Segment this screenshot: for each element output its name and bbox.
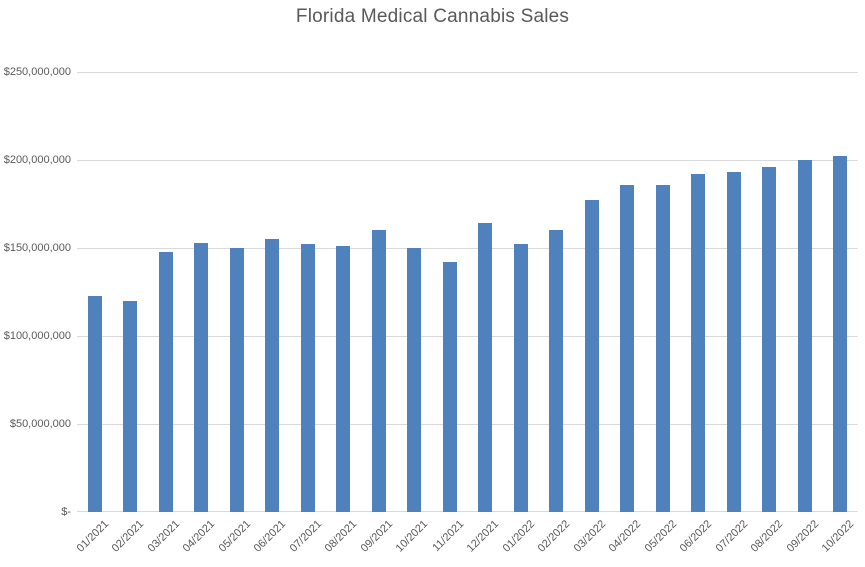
y-axis-tick-label: $150,000,000 [3,242,71,254]
bar [584,200,599,512]
x-axis-tick-label: 04/2022 [607,518,644,555]
x-axis-tick-label: 01/2022 [500,518,538,555]
x-axis-tick-label: 06/2021 [252,518,289,555]
x-axis-tick-label: 11/2021 [430,518,467,555]
bar [265,239,280,512]
x-axis-tick-label: 07/2022 [713,518,751,555]
x-axis-line [77,511,858,512]
bar [655,184,670,512]
x-axis-tick-label: 06/2022 [678,518,715,555]
bar [620,184,635,512]
x-axis-tick-label: 03/2022 [571,518,609,555]
chart-title: Florida Medical Cannabis Sales [295,6,570,27]
x-axis-tick-label: 05/2022 [642,518,680,555]
bar [336,246,351,512]
bar [123,300,138,512]
bar [833,156,848,512]
x-axis-tick-label: 01/2021 [74,518,112,555]
bar [87,295,102,512]
gridline [77,72,858,73]
gridline [77,248,858,249]
x-axis-tick-label: 02/2021 [110,518,147,555]
y-axis-tick-label: $- [61,506,71,518]
plot-area [77,72,858,512]
x-axis-tick-label: 12/2021 [465,518,502,555]
x-axis-tick-label: 08/2021 [323,518,360,555]
bar [513,244,528,512]
x-axis-tick-label: 10/2022 [820,518,857,555]
x-axis-tick-label: 02/2022 [536,518,573,555]
x-axis-tick-label: 08/2022 [749,518,786,555]
bar [229,248,244,512]
bar [549,230,564,512]
bar [726,172,741,512]
x-axis-tick-label: 04/2021 [181,518,218,555]
x-axis-tick-label: 03/2021 [145,518,183,555]
bar [762,167,777,512]
bar [194,242,209,512]
y-axis-tick-label: $250,000,000 [3,66,71,78]
x-axis-tick-label: 09/2022 [784,518,822,555]
gridline [77,424,858,425]
bar [691,174,706,512]
y-axis-tick-label: $100,000,000 [3,330,71,342]
bar [478,223,493,512]
bar [442,262,457,512]
x-axis-tick-label: 05/2021 [216,518,254,555]
x-axis-tick-label: 10/2021 [394,518,431,555]
gridline [77,160,858,161]
bar [300,244,315,512]
bar [407,248,422,512]
gridline [77,336,858,337]
bar [158,251,173,512]
bar [371,230,386,512]
x-axis-tick-label: 07/2021 [287,518,325,555]
bar [797,160,812,512]
y-axis-tick-label: $200,000,000 [3,154,71,166]
y-axis-tick-label: $50,000,000 [9,418,71,430]
x-axis-tick-label: 09/2021 [358,518,396,555]
